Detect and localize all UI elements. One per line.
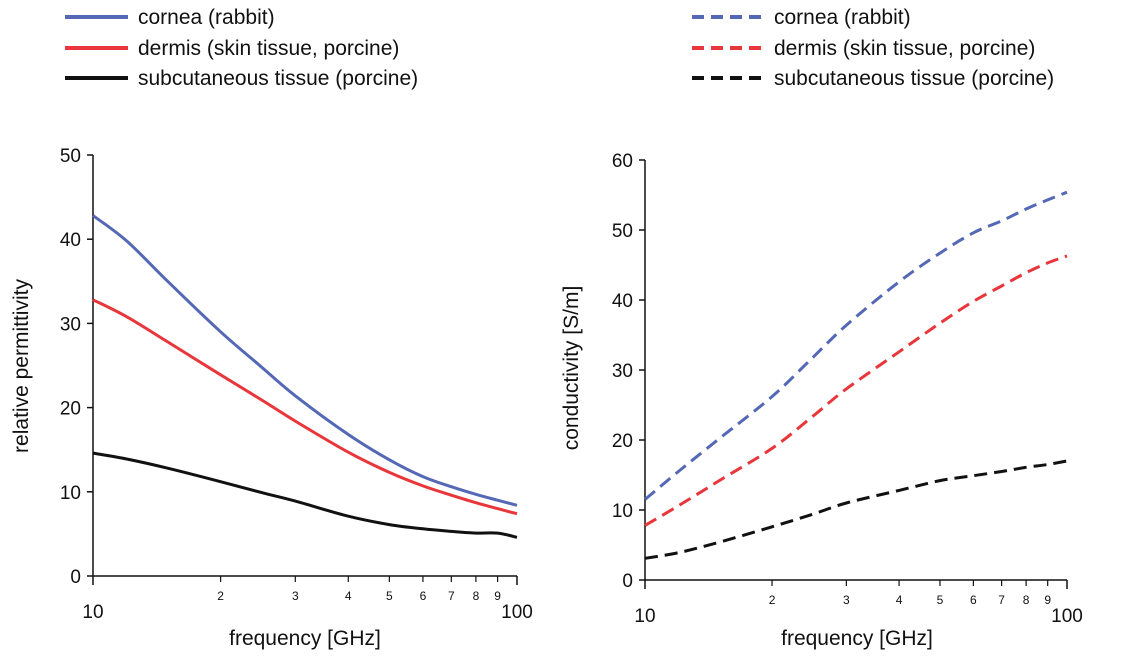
- chart-right-x-minor-tick-label: 3: [843, 593, 850, 607]
- chart-right-y-axis-title: conductivity [S/m]: [560, 286, 583, 451]
- chart-right-y-tick-label: 60: [612, 151, 633, 172]
- legend-right-label-subcutaneous: subcutaneous tissue (porcine): [774, 67, 1054, 90]
- chart-right-x-minor-tick-label: 4: [896, 593, 903, 607]
- chart-right-y-tick-label: 40: [612, 291, 633, 312]
- legend-left: cornea (rabbit) dermis (skin tissue, por…: [65, 6, 418, 90]
- chart-left-x-minor-tick-label: 7: [448, 589, 455, 603]
- chart-left-x-axis-title: frequency [GHz]: [229, 627, 381, 650]
- chart-left-x-minor-tick-label: 2: [217, 589, 224, 603]
- chart-left-series-cornea: [92, 214, 518, 507]
- chart-left-x-minor-tick-label: 5: [386, 589, 393, 603]
- chart-right-series-subcutaneous: [644, 459, 1068, 560]
- legend-right-label-dermis: dermis (skin tissue, porcine): [774, 37, 1035, 60]
- chart-right-y-tick-label: 10: [612, 501, 633, 522]
- chart-right-x-minor-tick-label: 2: [769, 593, 776, 607]
- chart-left-y-tick-label: 40: [60, 230, 81, 251]
- chart-right-x-minor-tick-label: 8: [1023, 593, 1030, 607]
- chart-left-y-tick-label: 20: [60, 399, 81, 420]
- legend-left-label-subcutaneous: subcutaneous tissue (porcine): [138, 67, 418, 90]
- legend-left-label-dermis: dermis (skin tissue, porcine): [138, 37, 399, 60]
- chart-right-x-major-tick-label: 10: [634, 606, 655, 627]
- chart-left-series-dermis: [92, 298, 518, 516]
- chart-right-x-minor-tick-label: 5: [937, 593, 944, 607]
- chart-left-y-tick-label: 10: [60, 483, 81, 504]
- chart-right-x-minor-tick-label: 7: [998, 593, 1005, 607]
- chart-left-y-tick-label: 0: [70, 567, 81, 588]
- chart-left-x-minor-tick-label: 4: [345, 589, 352, 603]
- chart-left-x-major-tick-label: 10: [82, 602, 103, 623]
- chart-left-y-tick-label: 50: [60, 146, 81, 167]
- chart-right-x-minor-tick-label: 9: [1044, 593, 1051, 607]
- chart-right-x-minor-tick-label: 6: [970, 593, 977, 607]
- chart-right-y-tick-label: 30: [612, 361, 633, 382]
- chart-right-series-dermis: [644, 254, 1068, 527]
- chart-right-y-tick-label: 20: [612, 431, 633, 452]
- chart-left-x-minor-tick-label: 8: [473, 589, 480, 603]
- chart-left-x-minor-tick-label: 9: [494, 589, 501, 603]
- chart-left-permittivity: frequency [GHz] relative permittivity 01…: [10, 146, 533, 650]
- chart-right-conductivity: frequency [GHz] conductivity [S/m] 01020…: [560, 151, 1083, 650]
- chart-left-x-minor-tick-label: 6: [420, 589, 427, 603]
- legend-right-label-cornea: cornea (rabbit): [774, 6, 911, 29]
- chart-right-y-tick-label: 0: [622, 571, 633, 592]
- chart-left-x-major-tick-label: 100: [501, 602, 533, 623]
- chart-right-series-cornea: [644, 190, 1068, 501]
- legend-right: cornea (rabbit) dermis (skin tissue, por…: [692, 6, 1054, 90]
- chart-left-series-subcutaneous: [92, 451, 518, 539]
- legend-left-label-cornea: cornea (rabbit): [138, 6, 275, 29]
- chart-right-x-major-tick-label: 100: [1051, 606, 1083, 627]
- chart-right-x-axis-title: frequency [GHz]: [781, 627, 933, 650]
- chart-left-y-axis-title: relative permittivity: [10, 279, 33, 453]
- chart-left-y-tick-label: 30: [60, 314, 81, 335]
- chart-left-x-minor-tick-label: 3: [292, 589, 299, 603]
- chart-right-y-tick-label: 50: [612, 221, 633, 242]
